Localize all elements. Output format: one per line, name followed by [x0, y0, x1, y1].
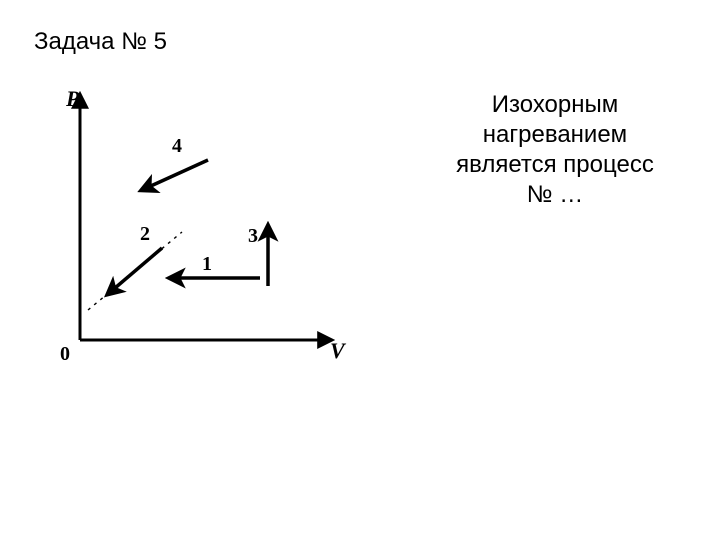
problem-title: Задача № 5: [34, 28, 167, 56]
pv-diagram-svg: P V 0 1 2 3 4: [30, 80, 350, 380]
process-2-arrow: [108, 248, 162, 294]
pv-diagram: P V 0 1 2 3 4: [30, 80, 350, 380]
v-axis-label: V: [330, 338, 347, 363]
question-line-3: является процесс: [456, 151, 654, 178]
question-line-4: № …: [527, 181, 583, 208]
process-1-label: 1: [202, 253, 212, 275]
p-axis-label: P: [65, 86, 80, 111]
process-4-label: 4: [172, 135, 182, 157]
origin-label: 0: [60, 343, 70, 365]
question-line-2: нагреванием: [483, 121, 627, 148]
axes: P V 0: [60, 86, 347, 365]
page: Задача № 5 Изохорным нагреванием являетс…: [0, 0, 720, 540]
process-2-label: 2: [140, 223, 150, 245]
process-3-label: 3: [248, 225, 258, 247]
process-4-arrow: [142, 160, 208, 190]
question-line-1: Изохорным: [492, 91, 619, 118]
question-text: Изохорным нагреванием является процесс №…: [420, 90, 690, 210]
